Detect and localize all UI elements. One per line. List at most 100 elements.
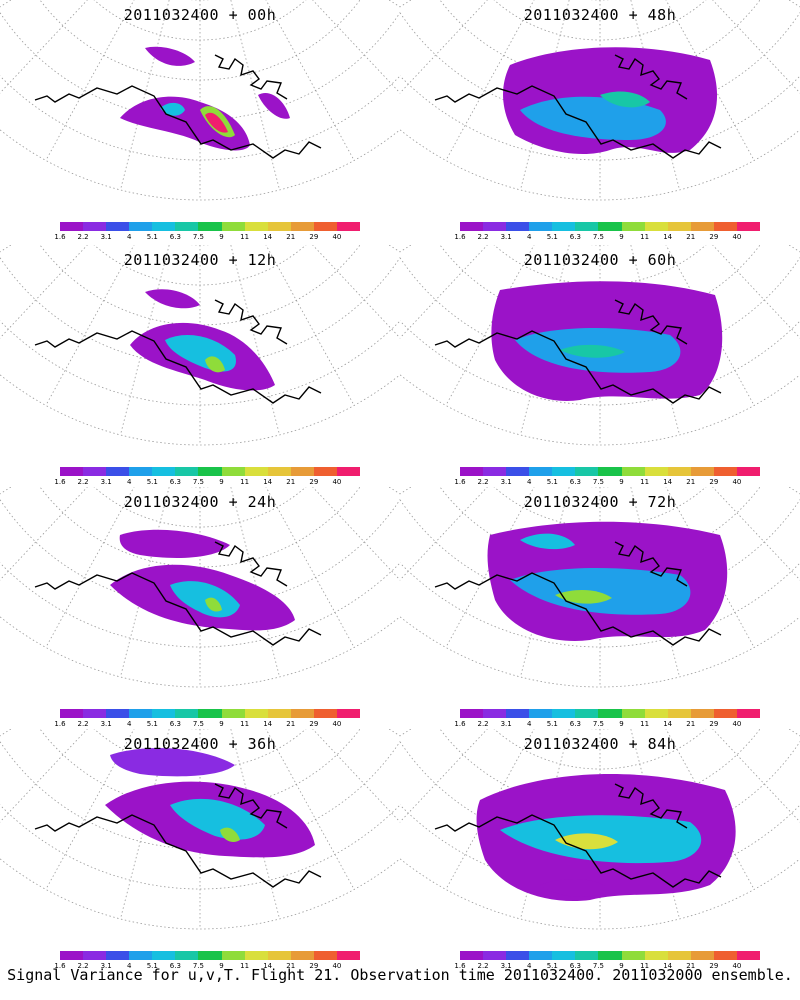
panel-title: 2011032400 + 72h [523,493,677,511]
colorbar-tick-label: 21 [286,478,296,486]
colorbar-swatch [198,951,222,960]
longitude-line [230,245,280,436]
colorbar-swatch [244,467,268,476]
colorbar-tick-label: 4 [126,233,132,241]
colorbar-tick-label: 29 [709,720,719,728]
colorbar-swatch [506,222,530,231]
colorbar-swatch [60,951,84,960]
colorbar-tick-label: 40 [732,233,742,241]
colorbar-tick-label: 11 [640,478,650,486]
longitude-line [630,487,680,678]
longitude-line [45,0,135,161]
panel-title: 2011032400 + 48h [523,6,677,24]
colorbar-swatch [529,709,553,718]
colorbar-swatch [152,222,176,231]
colorbar-tick-label: 2.2 [477,962,489,970]
polar-map [0,487,400,688]
colorbar-tick-label: 7.5 [592,962,605,970]
colorbar-tick-label: 5.1 [546,962,558,970]
colorbar-tick-label: 29 [709,233,719,241]
colorbar-swatch [290,951,314,960]
variance-contour [170,798,265,840]
colorbar-tick-label: 7.5 [592,233,605,241]
colorbar-swatch [60,467,84,476]
coastline [214,54,288,100]
colorbar-tick-label: 11 [240,720,250,728]
colorbar-tick-label: 21 [686,233,696,241]
colorbar-tick-label: 11 [240,478,250,486]
colorbar-tick-label: 4 [126,720,132,728]
colorbar-tick-label: 6.3 [169,233,181,241]
colorbar-tick-label: 1.6 [454,233,466,241]
colorbar-tick-label: 11 [640,962,650,970]
colorbar-tick-label: 6.3 [569,233,581,241]
colorbar-swatch [129,467,153,476]
colorbar-swatch [198,222,222,231]
colorbar-swatch [221,709,245,718]
colorbar-swatch [506,951,530,960]
colorbar-swatch [83,467,107,476]
longitude-line [400,245,488,339]
variance-contour [555,589,612,604]
colorbar-swatch [621,709,645,718]
colorbar-swatch [313,951,337,960]
colorbar-swatch [575,709,599,718]
variance-contour [170,581,240,618]
colorbar-tick-label: 5.1 [146,962,158,970]
coastline [614,299,688,345]
colorbar-swatch [152,467,176,476]
colorbar-swatch [506,467,530,476]
longitude-line [312,487,400,581]
colorbar-swatch [152,951,176,960]
colorbar-swatch [152,709,176,718]
colorbar-swatch [336,951,361,960]
latitude-line [493,729,707,770]
colorbar-tick-label: 6.3 [169,720,181,728]
polar-map [400,729,800,930]
variance-contour [510,568,691,615]
colorbar-tick-label: 4 [126,478,132,486]
polar-map [0,245,400,446]
longitude-line [0,487,88,581]
colorbar-tick-label: 5.1 [146,478,158,486]
colorbar-tick-label: 5.1 [146,233,158,241]
latitude-line [0,562,400,648]
map-panel: 2011032400 + 72h 1.6 2.2 3.1 4 5.1 6.3 7.5 9 11 14… [400,487,800,732]
colorbar-ticks: 1.6 2.2 3.1 4 5.1 6.3 7.5 9 11 14 21 29 40 [54,233,360,243]
colorbar-swatch [83,709,107,718]
variance-contour [145,46,195,66]
polar-map [0,0,400,201]
latitude-line [39,487,361,568]
colorbar-tick-label: 21 [286,720,296,728]
coastline [34,330,322,404]
longitude-line [520,487,570,678]
colorbar-tick-label: 29 [309,962,319,970]
longitude-line [445,0,535,161]
colorbar-tick-label: 6.3 [169,478,181,486]
longitude-line [265,0,355,161]
longitude-line [230,487,280,678]
colorbar-tick-label: 1.6 [54,478,66,486]
latitude-line [400,320,800,406]
colorbar-tick-label: 9 [219,720,224,728]
colorbar-tick-label: 4 [526,478,532,486]
colorbar-swatch [106,222,130,231]
longitude-line [45,487,135,648]
colorbar-tick-label: 21 [686,478,696,486]
coastline [34,814,322,888]
colorbar-tick-label: 7.5 [592,720,605,728]
longitude-line [712,245,800,339]
variance-contour [205,356,225,373]
colorbar-swatch [483,951,507,960]
colorbar-tick-label: 11 [640,233,650,241]
colorbar-swatch [644,222,668,231]
latitude-line [400,562,800,648]
colorbar-swatch [83,951,107,960]
longitude-line [400,0,488,94]
polar-map [400,487,800,688]
latitude-line [93,487,307,528]
map-panel: 2011032400 + 60h 1.6 2.2 3.1 4 5.1 6.3 7.5 9 11 14… [400,245,800,490]
colorbar-swatch [483,222,507,231]
colorbar-tick-label: 40 [332,962,342,970]
colorbar-swatch [483,709,507,718]
